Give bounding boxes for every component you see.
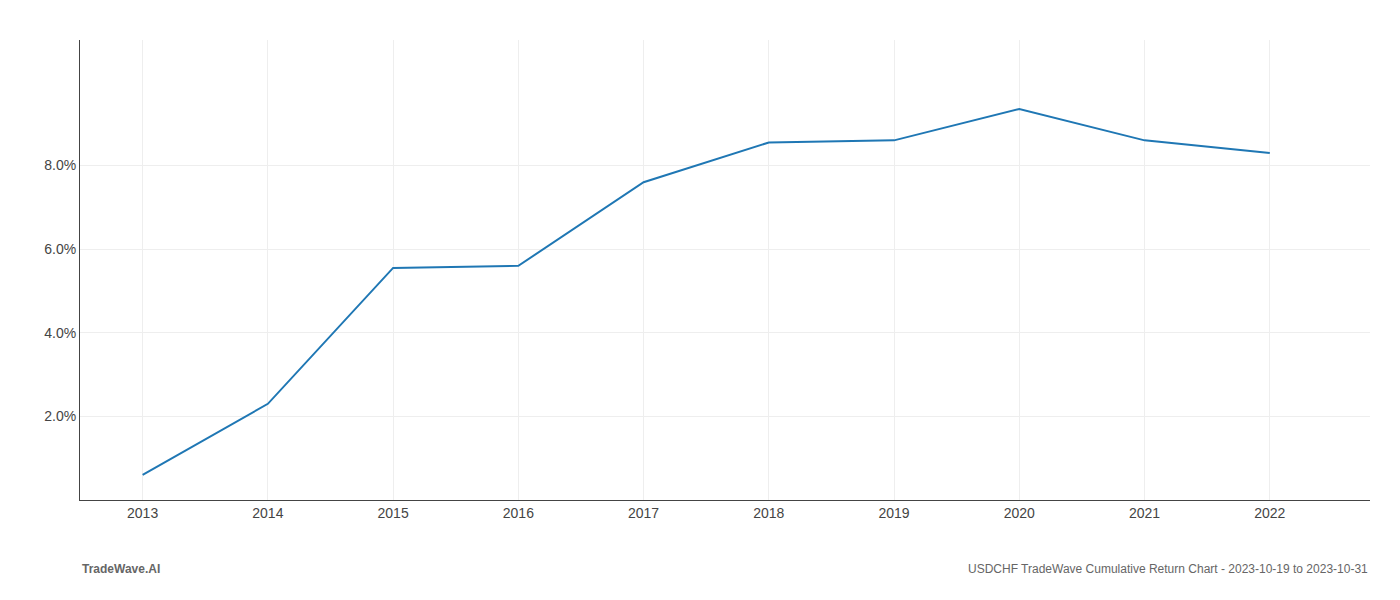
svg-text:2018: 2018 — [753, 505, 784, 521]
svg-text:8.0%: 8.0% — [44, 157, 76, 173]
svg-text:2022: 2022 — [1254, 505, 1285, 521]
svg-text:2021: 2021 — [1129, 505, 1160, 521]
svg-text:2014: 2014 — [252, 505, 283, 521]
svg-text:2019: 2019 — [879, 505, 910, 521]
svg-text:USDCHF TradeWave Cumulative Re: USDCHF TradeWave Cumulative Return Chart… — [968, 562, 1368, 576]
svg-text:2020: 2020 — [1004, 505, 1035, 521]
svg-text:6.0%: 6.0% — [44, 241, 76, 257]
svg-text:4.0%: 4.0% — [44, 325, 76, 341]
svg-text:2017: 2017 — [628, 505, 659, 521]
svg-text:2015: 2015 — [378, 505, 409, 521]
svg-text:TradeWave.AI: TradeWave.AI — [82, 562, 160, 576]
svg-text:2013: 2013 — [127, 505, 158, 521]
svg-text:2016: 2016 — [503, 505, 534, 521]
svg-text:2.0%: 2.0% — [44, 408, 76, 424]
